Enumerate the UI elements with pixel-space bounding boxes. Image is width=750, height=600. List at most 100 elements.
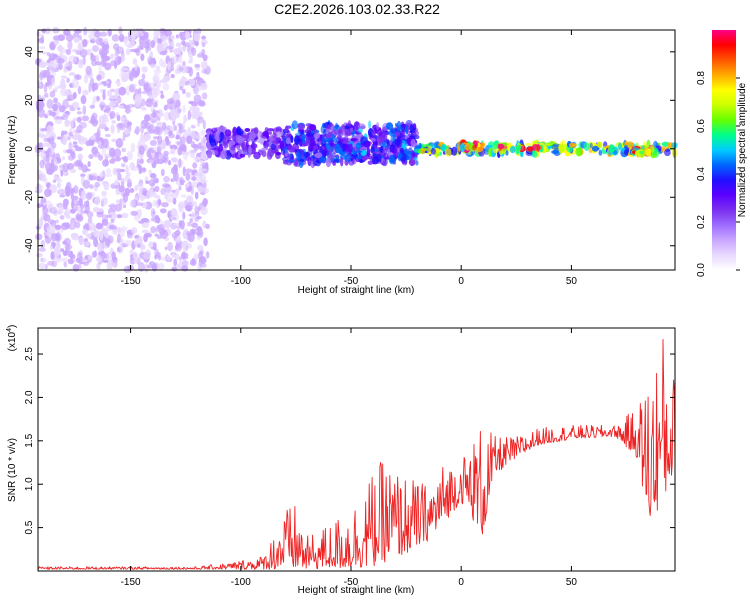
heatmap-cell bbox=[201, 137, 205, 147]
heatmap-cell bbox=[201, 68, 207, 74]
heatmap-cell bbox=[160, 90, 164, 95]
heatmap-cell bbox=[558, 144, 563, 154]
heatmap-cell bbox=[323, 128, 327, 137]
heatmap-cell bbox=[200, 263, 207, 268]
heatmap-cell bbox=[38, 94, 42, 101]
heatmap-cell bbox=[97, 208, 104, 213]
heatmap-cell bbox=[382, 160, 387, 166]
heatmap-cell bbox=[149, 63, 157, 69]
heatmap-cell bbox=[65, 215, 72, 220]
heatmap-cell bbox=[173, 164, 178, 172]
snr-y-axis: 0.5 1.0 1.5 2.0 2.5 bbox=[24, 347, 675, 535]
heatmap-cell bbox=[95, 54, 100, 63]
heatmap-cell bbox=[147, 56, 153, 66]
x-tick-label: -150 bbox=[121, 276, 141, 287]
heatmap-cell bbox=[149, 139, 157, 147]
heatmap-cell bbox=[77, 153, 84, 161]
heatmap-cell bbox=[90, 52, 94, 59]
heatmap-cell bbox=[239, 153, 246, 158]
snr-frame bbox=[37, 327, 676, 572]
heatmap-cell bbox=[167, 241, 174, 252]
heatmap-cell bbox=[116, 168, 122, 174]
heatmap-cell bbox=[170, 147, 176, 155]
heatmap-cell bbox=[200, 206, 208, 216]
heatmap-cell bbox=[122, 193, 129, 203]
heatmap-cell bbox=[82, 228, 88, 234]
heatmap-cell bbox=[138, 164, 143, 175]
heatmap-cell bbox=[86, 29, 95, 34]
heatmap-cell bbox=[80, 45, 84, 50]
heatmap-cell bbox=[418, 142, 422, 148]
heatmap-cell bbox=[256, 138, 262, 144]
heatmap-cell bbox=[193, 32, 201, 42]
heatmap-cell bbox=[269, 134, 274, 143]
heatmap-cell bbox=[591, 145, 599, 152]
heatmap-cell bbox=[62, 99, 69, 110]
heatmap-cell bbox=[313, 133, 321, 139]
heatmap-cell bbox=[196, 231, 202, 237]
heatmap-cell bbox=[247, 137, 255, 142]
heatmap-cell bbox=[137, 182, 144, 192]
heatmap-cell bbox=[61, 257, 69, 263]
heatmap-cell bbox=[168, 160, 172, 166]
heatmap-cell bbox=[148, 178, 156, 187]
heatmap-cell bbox=[117, 56, 122, 65]
heatmap-cell bbox=[92, 82, 99, 91]
heatmap-cell bbox=[148, 82, 156, 89]
heatmap-cell bbox=[350, 138, 357, 142]
heatmap-cell bbox=[40, 239, 45, 249]
heatmap-cell bbox=[121, 147, 126, 153]
heatmap-cell bbox=[77, 59, 84, 69]
snr-x-label: Height of straight line (km) bbox=[298, 585, 415, 596]
heatmap-cell bbox=[285, 125, 289, 132]
heatmap-cell bbox=[88, 154, 94, 159]
heatmap-cell bbox=[118, 185, 125, 193]
heatmap-cell bbox=[187, 50, 192, 58]
heatmap-cell bbox=[89, 184, 94, 190]
heatmap-cell bbox=[391, 146, 398, 154]
heatmap-cell bbox=[44, 188, 51, 198]
heatmap-cell bbox=[182, 211, 186, 220]
spectrogram-y-axis: -40 -20 0 20 40 bbox=[24, 46, 675, 253]
heatmap-cell bbox=[175, 244, 179, 251]
heatmap-cell bbox=[90, 115, 96, 125]
x-tick-label: 0 bbox=[458, 577, 464, 588]
heatmap-cell bbox=[139, 242, 144, 250]
heatmap-cell bbox=[73, 56, 77, 63]
heatmap-cell bbox=[285, 133, 289, 138]
heatmap-cell bbox=[267, 147, 275, 158]
heatmap-cell bbox=[136, 66, 140, 75]
y-tick-label: 40 bbox=[24, 46, 35, 58]
heatmap-cell bbox=[42, 28, 47, 34]
heatmap-cell bbox=[186, 135, 193, 145]
heatmap-cell bbox=[282, 156, 289, 162]
heatmap-cell bbox=[317, 142, 320, 148]
heatmap-cell bbox=[132, 166, 138, 172]
heatmap-cell bbox=[208, 133, 212, 144]
heatmap-cell bbox=[355, 156, 363, 160]
heatmap-cell bbox=[138, 145, 145, 155]
heatmap-cell bbox=[152, 199, 157, 207]
heatmap-cell bbox=[148, 94, 153, 99]
heatmap-cell bbox=[327, 124, 336, 130]
heatmap-cell bbox=[536, 143, 540, 153]
heatmap-cell bbox=[173, 125, 178, 131]
x-tick-label: -50 bbox=[344, 276, 359, 287]
heatmap-cell bbox=[111, 262, 118, 269]
heatmap-cell bbox=[175, 188, 180, 196]
heatmap-cell bbox=[114, 184, 119, 189]
heatmap-cell bbox=[144, 121, 151, 129]
heatmap-cell bbox=[82, 179, 91, 189]
heatmap-cell bbox=[661, 146, 668, 151]
spectrogram-x-label: Height of straight line (km) bbox=[298, 285, 415, 296]
heatmap-cell bbox=[82, 55, 86, 66]
heatmap-cell bbox=[59, 215, 65, 220]
heatmap-cell bbox=[86, 211, 94, 218]
heatmap-cell bbox=[184, 31, 191, 40]
heatmap-cell bbox=[99, 31, 108, 37]
heatmap-cell bbox=[53, 87, 58, 93]
heatmap-cell bbox=[62, 156, 66, 160]
heatmap-cell bbox=[171, 266, 178, 272]
heatmap-cell bbox=[171, 252, 176, 258]
